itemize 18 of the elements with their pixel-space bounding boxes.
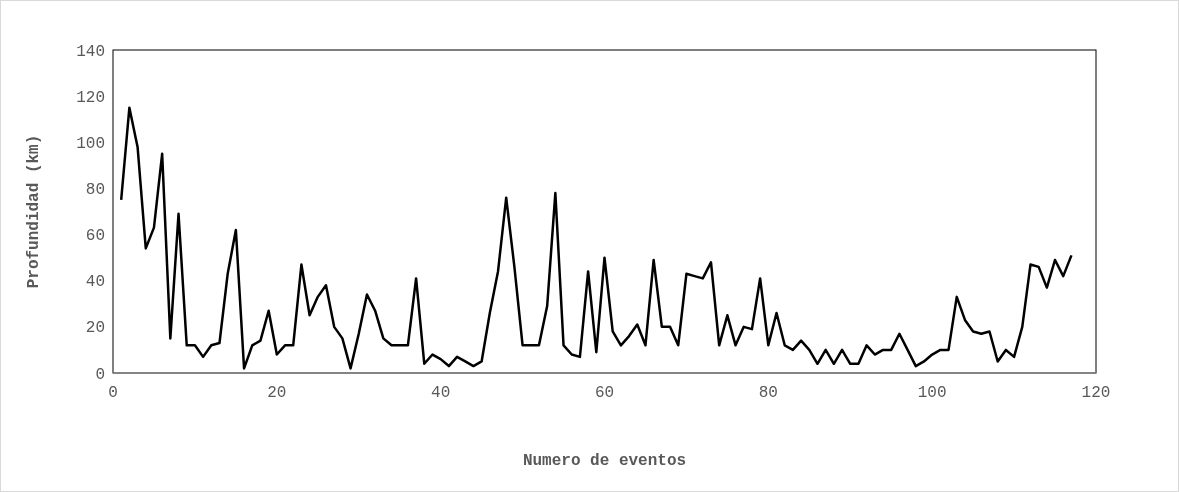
y-tick-label: 60 — [85, 227, 105, 246]
line-series — [119, 106, 1073, 370]
x-tick-label: 80 — [758, 384, 778, 402]
x-tick-label: 0 — [108, 384, 118, 402]
x-tick-label: 60 — [594, 384, 615, 402]
y-tick-label: 100 — [76, 134, 105, 153]
y-tick-label: 140 — [76, 42, 105, 61]
y-axis-title: Profundidad (km) — [25, 134, 43, 289]
y-tick-label: 40 — [85, 273, 105, 292]
y-tick-label: 120 — [76, 88, 105, 107]
y-tick-label: 0 — [95, 365, 105, 384]
x-tick-label: 40 — [431, 384, 451, 402]
x-axis-title: Numero de eventos — [522, 452, 687, 470]
x-tick-label: 20 — [267, 384, 287, 402]
y-tick-label: 80 — [85, 181, 105, 200]
y-tick-label: 20 — [85, 319, 105, 338]
x-tick-label: 120 — [1081, 384, 1111, 402]
x-tick-label: 100 — [917, 384, 947, 402]
